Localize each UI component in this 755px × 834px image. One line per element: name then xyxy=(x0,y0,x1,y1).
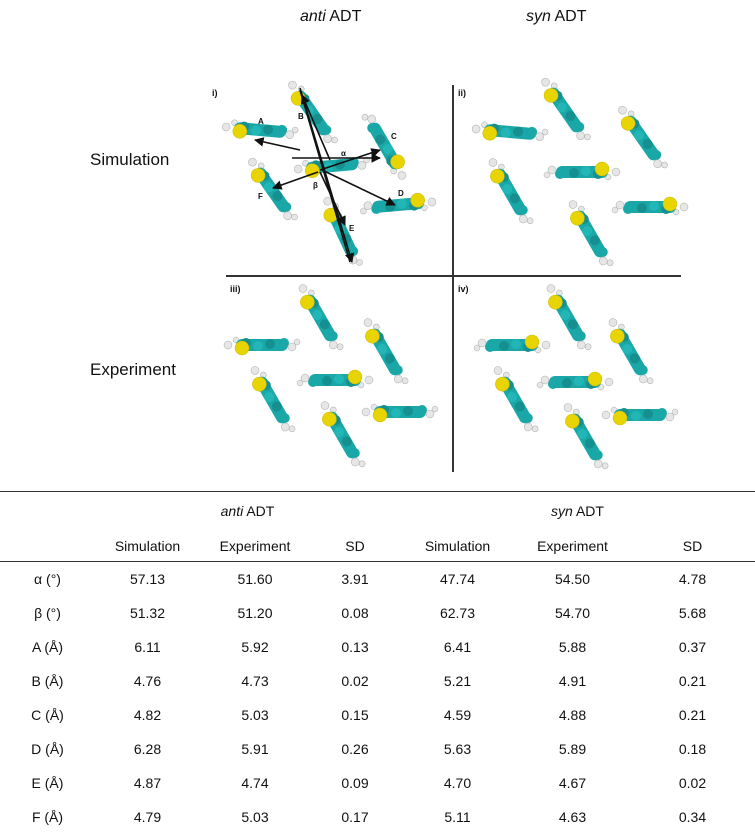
table-cell: 5.89 xyxy=(515,732,630,766)
table-cell: 6.41 xyxy=(400,630,515,664)
row-header-cell: F (Å) xyxy=(0,800,95,834)
table-cell: 5.03 xyxy=(200,800,310,834)
table-cell: 0.09 xyxy=(310,766,400,800)
vector-label-B: B xyxy=(298,112,304,121)
row-header-cell: B (Å) xyxy=(0,664,95,698)
table-cell: 5.92 xyxy=(200,630,310,664)
results-table: anti ADT syn ADT Simulation Experiment S… xyxy=(0,491,755,834)
row-header-cell: E (Å) xyxy=(0,766,95,800)
table-cell: 51.20 xyxy=(200,596,310,630)
column-header: Simulation xyxy=(400,531,515,562)
table-cell: 5.91 xyxy=(200,732,310,766)
panel-i-vectors xyxy=(255,88,395,262)
table-cell: 51.60 xyxy=(200,562,310,597)
table-cell: 54.50 xyxy=(515,562,630,597)
table-cell: 47.74 xyxy=(400,562,515,597)
table-cell: 0.15 xyxy=(310,698,400,732)
table-cell: 6.28 xyxy=(95,732,200,766)
panel-iii-molecules xyxy=(224,281,438,473)
column-header xyxy=(0,531,95,562)
table-cell: 0.34 xyxy=(630,800,755,834)
table-cell: 4.78 xyxy=(630,562,755,597)
angle-label-beta: β xyxy=(313,181,318,190)
table-cell: 5.21 xyxy=(400,664,515,698)
table-cell: 5.63 xyxy=(400,732,515,766)
table-group-anti: anti ADT xyxy=(95,491,400,531)
table-cell: 5.88 xyxy=(515,630,630,664)
table-cell: 62.73 xyxy=(400,596,515,630)
column-header: SD xyxy=(310,531,400,562)
column-header: Experiment xyxy=(200,531,310,562)
column-header: Simulation xyxy=(95,531,200,562)
table-cell: 4.91 xyxy=(515,664,630,698)
panel-ii-molecules xyxy=(471,74,688,272)
vector-label-A: A xyxy=(258,117,264,126)
table-cell: 6.11 xyxy=(95,630,200,664)
table-group-header-row: anti ADT syn ADT xyxy=(0,491,755,531)
table-cell: 4.74 xyxy=(200,766,310,800)
table-cell: 4.79 xyxy=(95,800,200,834)
table-cell: 0.18 xyxy=(630,732,755,766)
molecule-figure: A B C D E F α β xyxy=(0,0,755,490)
table-cell: 0.17 xyxy=(310,800,400,834)
table-cell: 0.13 xyxy=(310,630,400,664)
vector-label-F: F xyxy=(258,192,263,201)
table-cell: 3.91 xyxy=(310,562,400,597)
angle-label-alpha: α xyxy=(341,149,346,158)
vector-label-E: E xyxy=(349,224,355,233)
table-cell: 4.73 xyxy=(200,664,310,698)
row-header-cell: D (Å) xyxy=(0,732,95,766)
table-cell: 0.08 xyxy=(310,596,400,630)
table-cell: 4.59 xyxy=(400,698,515,732)
table-cell: 54.70 xyxy=(515,596,630,630)
vector-label-C: C xyxy=(391,132,397,141)
table-cell: 0.21 xyxy=(630,664,755,698)
table-cell: 0.26 xyxy=(310,732,400,766)
vector-label-D: D xyxy=(398,189,404,198)
row-header-cell: β (°) xyxy=(0,596,95,630)
panel-iv-molecules xyxy=(474,281,678,475)
table-cell: 4.63 xyxy=(515,800,630,834)
table-cell: 4.70 xyxy=(400,766,515,800)
table-cell: 0.02 xyxy=(630,766,755,800)
column-header: SD xyxy=(630,531,755,562)
table-cell: 0.02 xyxy=(310,664,400,698)
table-cell: 51.32 xyxy=(95,596,200,630)
table-cell: 0.37 xyxy=(630,630,755,664)
table-cell: 4.82 xyxy=(95,698,200,732)
table-cell: 57.13 xyxy=(95,562,200,597)
row-header-cell: C (Å) xyxy=(0,698,95,732)
table-cell: 4.76 xyxy=(95,664,200,698)
table-cell: 4.88 xyxy=(515,698,630,732)
table-cell: 4.87 xyxy=(95,766,200,800)
table-cell: 5.03 xyxy=(200,698,310,732)
column-header: Experiment xyxy=(515,531,630,562)
table-cell: 4.67 xyxy=(515,766,630,800)
row-header-cell: α (°) xyxy=(0,562,95,597)
table-cell: 5.11 xyxy=(400,800,515,834)
row-header-cell: A (Å) xyxy=(0,630,95,664)
table-column-header-row: Simulation Experiment SD Simulation Expe… xyxy=(0,531,755,562)
table-group-syn: syn ADT xyxy=(400,491,755,531)
table-cell: 0.21 xyxy=(630,698,755,732)
table-cell: 5.68 xyxy=(630,596,755,630)
